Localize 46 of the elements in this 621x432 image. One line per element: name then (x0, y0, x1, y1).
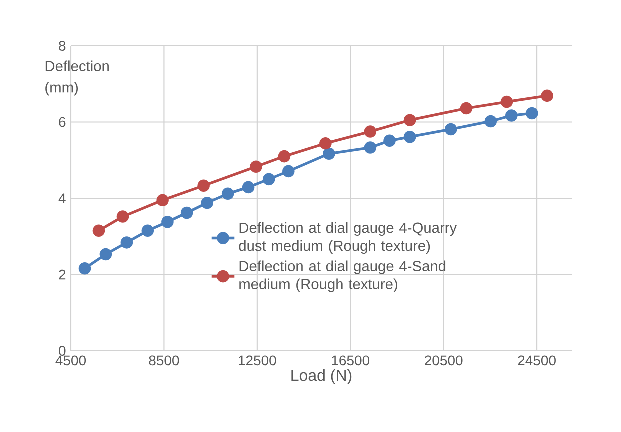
point (120, 236, 134, 249)
point (156, 194, 169, 207)
point (201, 196, 214, 210)
point (320, 137, 332, 150)
y-tick-label: 4 (58, 194, 66, 204)
legend-label: Deflection at dial gauge 4-Quarry dust medium (Rough texture) (239, 222, 458, 254)
point (100, 248, 112, 261)
point (364, 126, 377, 138)
x-tick-label: 20500 (425, 356, 463, 366)
y-tick-label: 6 (59, 117, 66, 128)
point (460, 102, 473, 115)
point (242, 181, 255, 194)
point (506, 110, 518, 122)
point (323, 148, 336, 160)
point (116, 210, 130, 223)
point (384, 134, 396, 148)
point (250, 160, 262, 173)
point (198, 180, 210, 192)
legend-label: Deflection at dial gauge 4-Sand medium (Rough texture) (240, 260, 446, 292)
x-tick-label: 16500 (332, 356, 370, 366)
point (364, 142, 377, 154)
point (484, 115, 498, 128)
x-tick-label: 24500 (518, 356, 556, 366)
point (222, 188, 234, 200)
point (404, 114, 416, 126)
x-axis-title: Load (N) (292, 369, 352, 384)
x-tick-label: 4500 (56, 356, 86, 366)
point (92, 224, 106, 238)
y-tick-label: 0 (59, 346, 66, 356)
point (162, 216, 174, 228)
point (278, 150, 291, 163)
y-tick-label: 2 (59, 270, 66, 280)
point (500, 96, 514, 108)
x-tick-label: 8500 (149, 356, 180, 366)
point (78, 262, 92, 275)
point (541, 90, 554, 102)
point (142, 224, 154, 238)
point (404, 130, 416, 144)
point (180, 206, 194, 220)
x-tick-label: 12500 (239, 356, 276, 366)
y-tick-label: 8 (59, 41, 66, 51)
point (526, 107, 538, 120)
point (282, 165, 295, 178)
y-axis-title: Deflection (mm) (46, 60, 109, 96)
point (444, 123, 458, 136)
point (262, 173, 276, 186)
